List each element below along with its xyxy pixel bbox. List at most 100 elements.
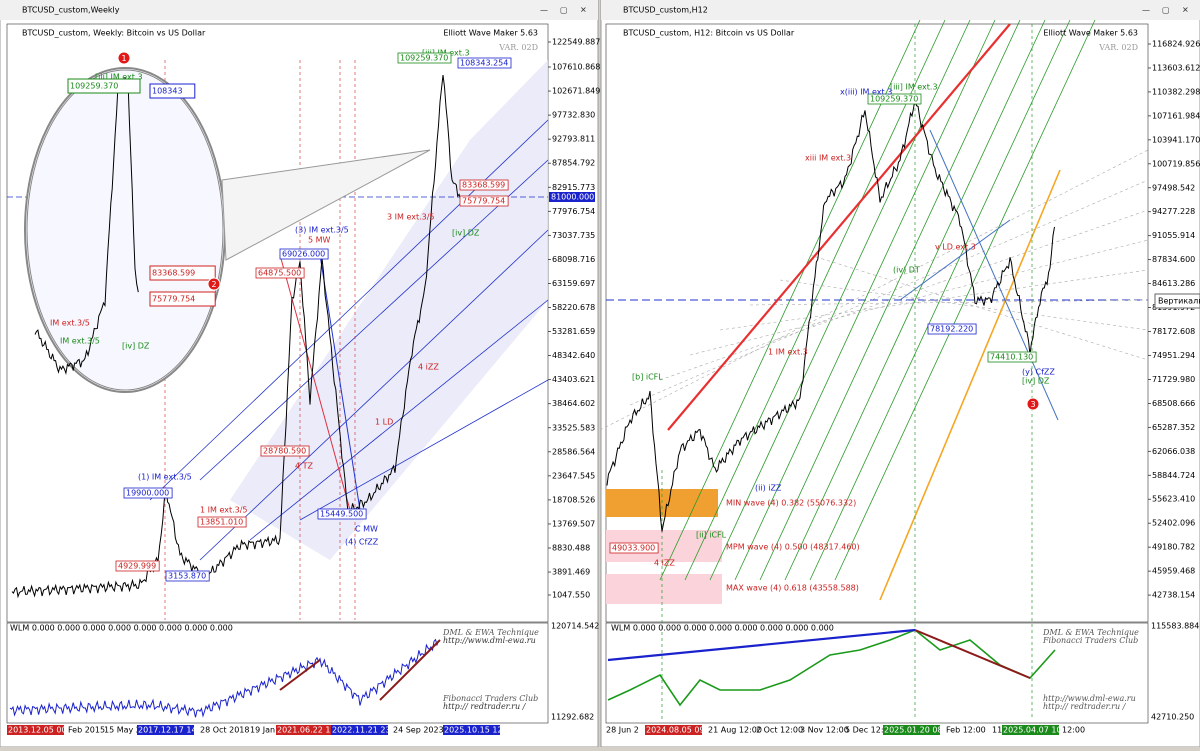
label-box [987, 351, 1037, 363]
wave-label: (1) IM ext.3/5 [138, 473, 192, 482]
trend-line [599, 149, 1149, 431]
price-tag: 74410.130 [990, 353, 1033, 362]
date-label: 2 Oct 12:00 [756, 726, 803, 735]
tool-name: Elliott Wave Maker 5.63 [1043, 29, 1138, 38]
wave-label: MAX wave (4) 0.618 (43558.588) [726, 584, 859, 593]
label-box [165, 570, 210, 582]
trend-line [809, 254, 1149, 361]
marker [1026, 397, 1040, 411]
trend-line [879, 169, 1061, 601]
wave-label: 3 IM ext.3/5 [387, 213, 435, 222]
trend-line [899, 219, 1011, 301]
variant-label: VAR. 02D [498, 43, 538, 52]
price-tag: 3153.870 [168, 572, 206, 581]
trend-line [759, 19, 1021, 581]
price-label: 84613.286 [1152, 279, 1195, 288]
wave-label: 1 IM ext.3 [768, 348, 808, 357]
price-label: 62066.038 [1152, 447, 1195, 456]
zoom-pointer [221, 149, 431, 261]
label-box [67, 78, 141, 94]
price-tag: 69026.000 [282, 250, 325, 259]
date-label: 2021.06.22 16:55 [277, 726, 348, 735]
price-label: 87854.792 [552, 159, 595, 168]
plot-area [605, 23, 1149, 623]
price-label: 48342.640 [552, 351, 595, 360]
indicator-bottom: 42710.250 [1151, 713, 1194, 722]
title-bar [601, 0, 1200, 20]
price-line [606, 98, 1055, 532]
indicator-top: 115583.884 [1151, 622, 1199, 631]
indicator-area [605, 622, 1149, 724]
variant-label: VAR. 02D [1098, 43, 1138, 52]
date-label: 11 [992, 726, 1002, 735]
wave-label: (y) CfZZ [1022, 368, 1055, 377]
price-tag: 75779.754 [462, 197, 505, 206]
marker [207, 277, 221, 291]
watermark: DML & EWA Technique [442, 628, 539, 637]
title-bar [0, 0, 598, 20]
price-label: 52402.096 [1152, 519, 1195, 528]
date-label: 5 Dec 12:00 [845, 726, 894, 735]
price-label: 68098.716 [552, 255, 595, 264]
price-tag: 78192.220 [930, 325, 973, 334]
chart-header: BTCUSD_custom, H12: Bitcoin vs US Dollar [623, 29, 795, 38]
wave-label: x(iii) IM ext.3 [840, 88, 892, 97]
date-label: 2013.12.05 00:00 [8, 726, 79, 735]
price-label: 18708.526 [552, 495, 595, 504]
date-label: 2024.08.05 09:24 [646, 726, 717, 735]
trend-line [379, 639, 441, 701]
wave-label: 1 LD [375, 418, 393, 427]
wlm-line [607, 629, 1056, 707]
price-label: 91055.914 [1152, 231, 1195, 240]
window-button: ▢ [1162, 6, 1170, 15]
price-label: 94277.228 [1152, 207, 1195, 216]
date-highlight [331, 725, 388, 735]
price-tag: 109259.370 [400, 54, 448, 63]
wave-label: [b] iCFL [632, 373, 663, 382]
trend-line [734, 19, 996, 581]
trend-line [667, 23, 1011, 431]
trend-line [779, 279, 1149, 331]
price-line [11, 75, 462, 599]
price-label: 38464.602 [552, 399, 595, 408]
price-label: 107161.984 [1152, 111, 1200, 120]
label-box [397, 52, 452, 64]
price-label: 97498.542 [1152, 183, 1195, 192]
trend-line [834, 19, 1096, 581]
price-label: 97732.830 [552, 111, 595, 120]
label-box [867, 93, 922, 105]
label-box [459, 179, 509, 191]
wave-label: (4) CfZZ [345, 538, 379, 547]
wave-label: C MW [355, 525, 378, 534]
price-label: 3891.469 [552, 568, 590, 577]
price-label: 65287.352 [1152, 423, 1195, 432]
marker [117, 51, 131, 65]
indicator-label: WLM 0.000 0.000 0.000 0.000 0.000 0.000 … [611, 624, 834, 633]
trend-line [199, 159, 549, 481]
label-box [149, 291, 216, 307]
trend-line [299, 379, 549, 521]
price-label: 42738.154 [1152, 591, 1195, 600]
date-label: 15 May 20 [104, 726, 146, 735]
wave-label: IM ext.3/5 [60, 337, 100, 346]
wlm-line [9, 638, 439, 718]
price-label: 102671.849 [552, 87, 600, 96]
price-tag: 15449.500 [320, 510, 363, 519]
price-label: 58220.678 [552, 303, 595, 312]
label-box [609, 542, 659, 554]
price-label: 82915.773 [552, 183, 595, 192]
price-tag: 13851.010 [200, 518, 243, 527]
trend-line [929, 129, 1059, 421]
label-box [457, 57, 512, 69]
tool-name: Elliott Wave Maker 5.63 [443, 29, 538, 38]
window-button: — [540, 6, 548, 15]
price-label: 8830.488 [552, 544, 590, 553]
window-title: BTCUSD_custom,Weekly [22, 6, 120, 15]
label-box [279, 248, 329, 260]
label-box [115, 560, 160, 572]
label-box [317, 508, 367, 520]
date-label: 2025.10.15 12:00 [444, 726, 515, 735]
date-highlight [1002, 725, 1059, 735]
trend-line [199, 229, 549, 561]
wave-label: xiii IM ext.3 [805, 154, 851, 163]
